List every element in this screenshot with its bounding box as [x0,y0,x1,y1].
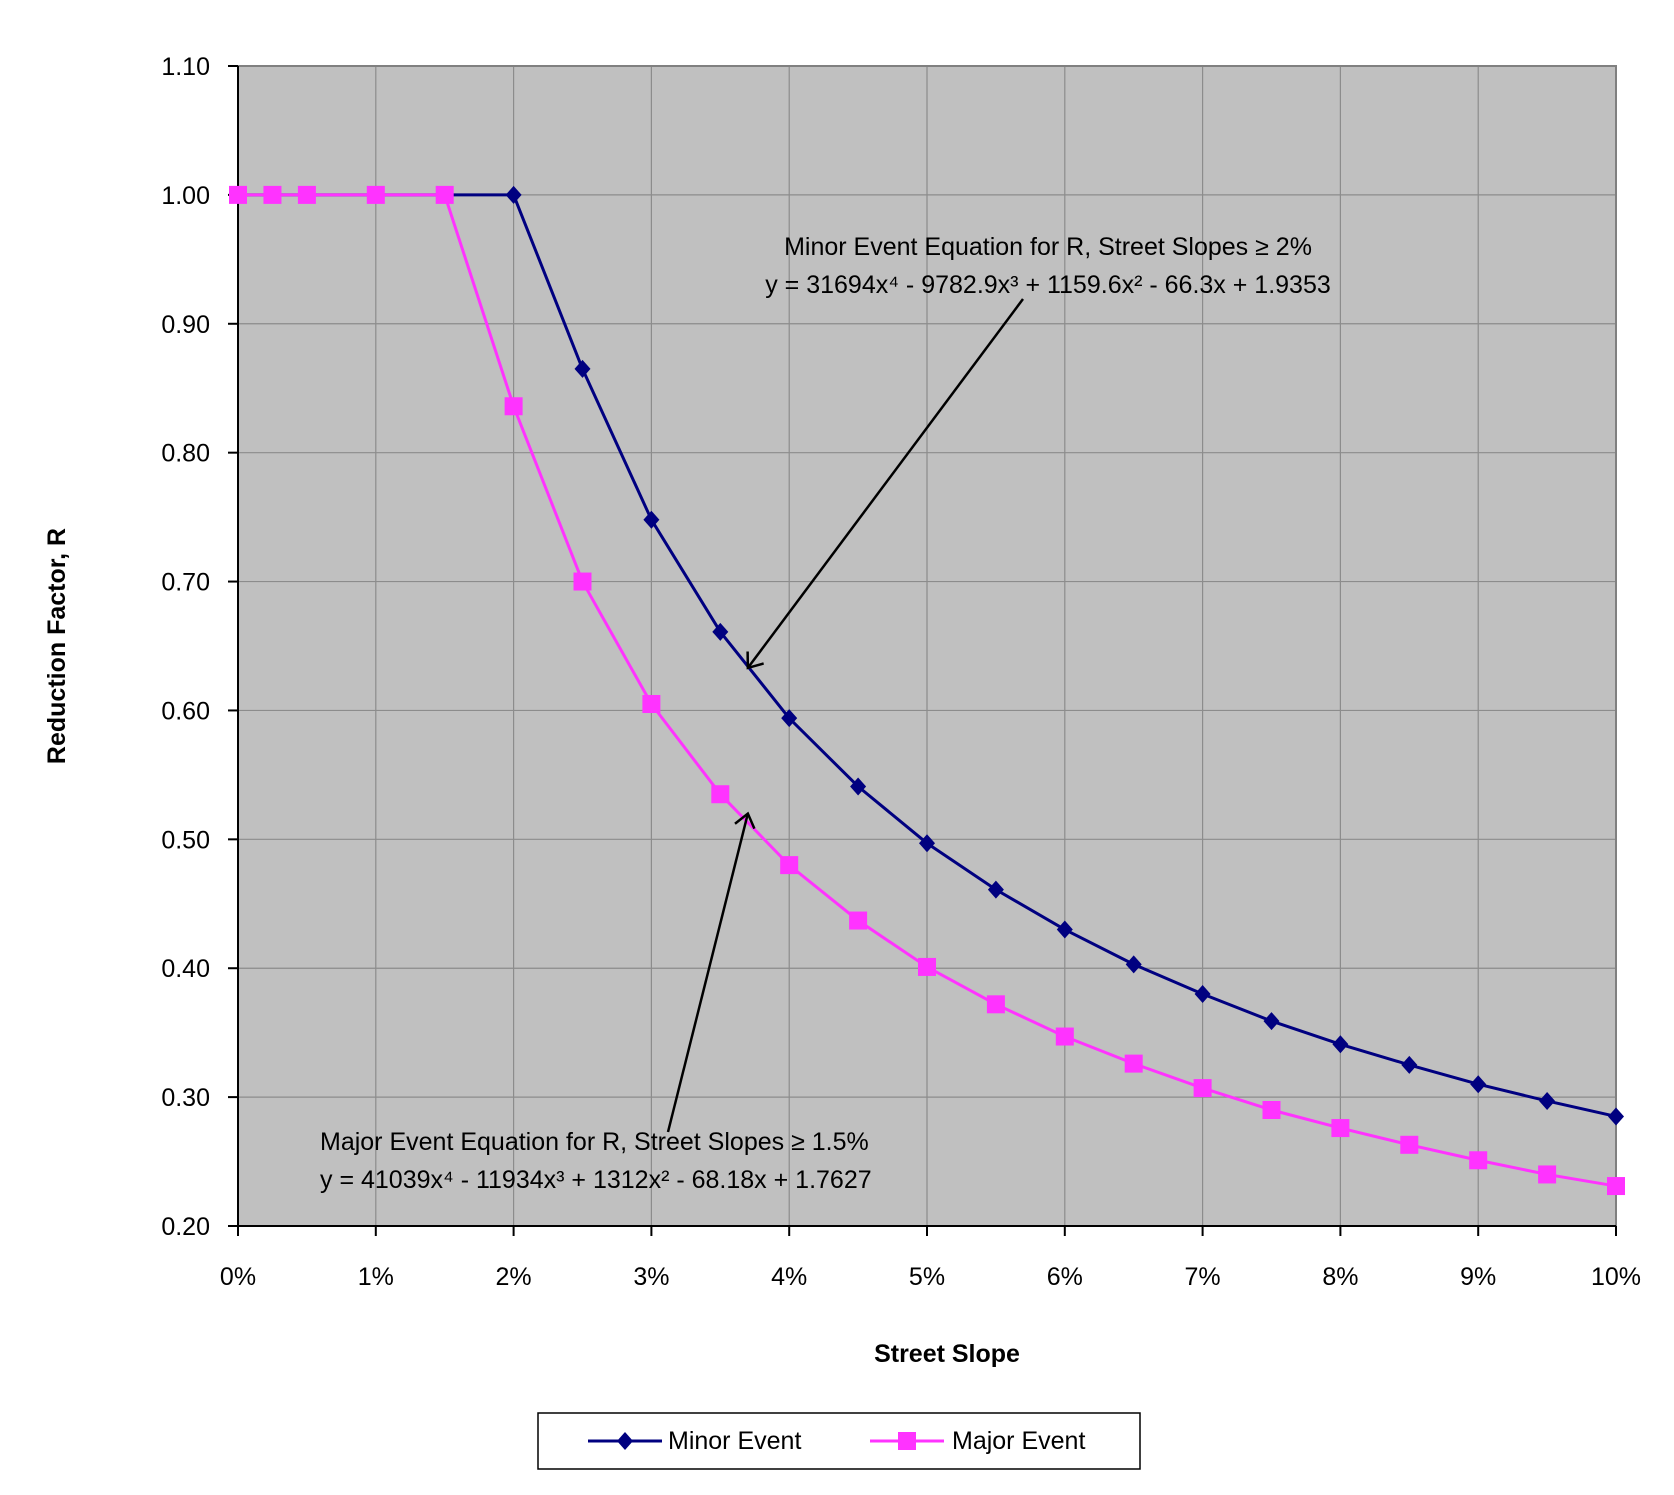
data-point-minor [1263,1012,1280,1031]
data-point-major [780,856,799,875]
data-point-major [1400,1135,1419,1154]
data-point-major [986,995,1005,1014]
data-point-minor [505,185,522,204]
y-tick-label: 0.90 [161,311,210,339]
legend: Minor Event Major Event [537,1412,1141,1470]
x-tick-label: 2% [496,1263,532,1291]
x-tick-label: 8% [1322,1263,1358,1291]
x-tick-label: 4% [771,1263,807,1291]
series-line [238,193,1617,1188]
major-equation-title: Major Event Equation for R, Street Slope… [320,1128,869,1156]
y-tick-label: 0.70 [161,569,210,597]
data-point-major [642,695,661,713]
data-point-major [1262,1101,1281,1119]
x-tick-label: 0% [220,1263,256,1291]
y-tick-label: 0.30 [161,1084,210,1112]
series-minor [238,185,1624,1126]
data-point-minor [1125,955,1142,974]
data-point-major [1469,1151,1488,1170]
legend-marker-major [898,1432,916,1450]
legend-swatch-major [870,1432,944,1450]
data-point-minor [1608,1107,1624,1126]
data-point-major [711,785,730,804]
x-axis-title: Street Slope [874,1340,1020,1368]
data-point-minor [781,709,798,728]
minor-equation-title: Minor Event Equation for R, Street Slope… [784,233,1312,261]
data-point-minor [987,880,1004,899]
y-tick-label: 0.20 [161,1213,210,1241]
data-point-major [435,185,454,204]
major-equation: y = 41039x⁴ - 11934x³ + 1312x² - 68.18x … [320,1166,872,1194]
data-point-major [1193,1079,1212,1098]
data-point-major [297,185,316,204]
data-point-minor [643,510,660,529]
series-major [229,185,1625,1196]
legend-swatch-minor [588,1432,662,1450]
data-point-major [229,185,247,204]
data-point-minor [574,359,591,378]
x-tick-label: 7% [1185,1263,1221,1291]
x-tick-label: 1% [358,1263,394,1291]
series-line [238,193,1617,1118]
data-point-major [1055,1027,1074,1046]
y-tick-label: 0.40 [161,955,210,983]
x-tick-label: 5% [909,1263,945,1291]
data-point-major [504,397,523,416]
data-point-minor [1056,920,1073,939]
data-point-minor [1332,1035,1349,1054]
series [229,185,1625,1196]
data-point-major [366,185,385,204]
minor-arrow [746,298,1025,670]
data-point-major [918,957,936,976]
tick-labels: 0.20 0.30 0.40 0.50 0.60 0.70 0.80 0.90 1.00 1.10… [161,53,1641,1291]
data-point-major [849,911,868,930]
data-point-minor [919,834,935,853]
major-arrow [666,811,756,1133]
y-tick-label: 1.10 [161,53,210,81]
y-tick-label: 0.50 [161,826,210,854]
data-point-major [1538,1165,1557,1184]
data-point-major [1607,1177,1625,1196]
legend-box [537,1412,1141,1470]
y-tick-label: 0.80 [161,440,210,468]
data-point-minor [1539,1091,1556,1110]
data-point-minor [712,622,729,641]
x-tick-label: 6% [1047,1263,1083,1291]
axes [228,65,1617,1236]
data-point-minor [1470,1075,1487,1094]
annotations: Minor Event Equation for R, Street Slope… [320,233,1331,1194]
data-point-major [263,185,282,204]
data-point-minor [1401,1055,1418,1074]
data-point-major [573,572,592,591]
data-point-minor [850,777,867,796]
data-point-major [1124,1054,1143,1073]
x-tick-label: 10% [1591,1263,1641,1291]
y-axis-title: Reduction Factor, R [43,528,71,764]
y-tick-label: 1.00 [161,182,210,210]
data-point-major [1331,1119,1350,1138]
x-tick-label: 3% [633,1263,669,1291]
legend-label-minor: Minor Event [668,1427,801,1455]
minor-equation: y = 31694x⁴ - 9782.9x³ + 1159.6x² - 66.3… [765,271,1331,299]
data-point-minor [1194,985,1211,1003]
y-tick-label: 0.60 [161,697,210,725]
legend-label-major: Major Event [952,1427,1085,1455]
legend-marker-minor [617,1432,633,1450]
x-tick-label: 9% [1460,1263,1496,1291]
